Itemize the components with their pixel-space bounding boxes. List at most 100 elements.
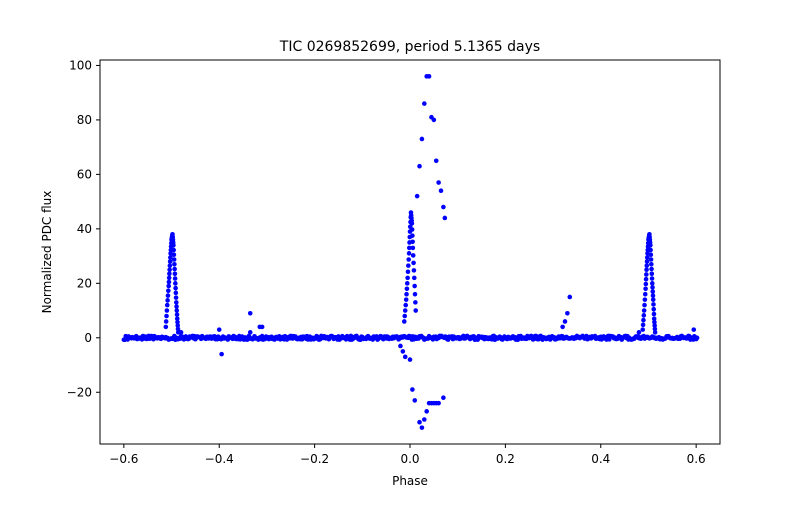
flare-center-point xyxy=(410,253,416,258)
flare-right-point xyxy=(649,271,655,277)
y-tick-label: 80 xyxy=(77,113,92,127)
outlier-point xyxy=(398,343,403,349)
outlier-point xyxy=(691,327,697,332)
flare-left-point xyxy=(173,281,178,286)
flare-left-point xyxy=(166,288,171,294)
flare-left-point xyxy=(172,276,178,281)
flare-center-point xyxy=(402,308,408,313)
outlier-point xyxy=(436,400,441,406)
flare-center-point xyxy=(410,233,415,238)
flare-left-point xyxy=(173,290,179,296)
outlier-point xyxy=(438,188,444,194)
flare-center-point xyxy=(413,300,418,305)
outlier-point xyxy=(562,319,568,324)
outlier-point xyxy=(567,294,573,300)
flare-left-point xyxy=(174,308,180,313)
outlier-point xyxy=(417,419,422,425)
flare-center-point xyxy=(402,313,408,319)
flare-right-point xyxy=(644,259,650,264)
flare-center-point xyxy=(411,268,417,273)
y-tick-label: 40 xyxy=(77,222,92,236)
flare-left-point xyxy=(164,302,170,308)
data-points xyxy=(121,74,700,430)
flare-right-point xyxy=(649,276,655,281)
x-tick-label: 0.2 xyxy=(496,452,515,466)
outlier-point xyxy=(247,330,253,335)
flare-center-point xyxy=(409,227,415,232)
flare-left-point xyxy=(172,261,177,267)
flare-left-point xyxy=(171,257,177,262)
flare-left-point xyxy=(173,285,178,291)
flare-left-point xyxy=(174,312,180,317)
flare-center-point xyxy=(411,275,417,281)
flare-left-point xyxy=(175,326,181,332)
x-tick-label: −0.2 xyxy=(300,452,329,466)
flare-center-point xyxy=(412,291,418,297)
flare-right-point xyxy=(649,261,654,267)
outlier-point xyxy=(178,330,184,335)
flare-center-point xyxy=(404,286,410,292)
flare-center-point xyxy=(411,260,416,266)
flare-right-point xyxy=(652,319,657,325)
outlier-point xyxy=(442,215,448,221)
flare-right-point xyxy=(648,252,654,258)
flare-center-point xyxy=(406,251,412,256)
outlier-point xyxy=(424,409,429,414)
flare-center-point xyxy=(405,269,411,275)
flare-left-point xyxy=(167,259,173,264)
flare-right-point xyxy=(641,317,646,323)
flare-right-point xyxy=(642,297,648,302)
flare-right-point xyxy=(640,327,646,332)
flare-left-point xyxy=(175,323,181,328)
outlier-point xyxy=(247,310,253,316)
outlier-point xyxy=(219,351,224,357)
flare-right-point xyxy=(644,272,649,277)
flare-center-point xyxy=(406,257,411,262)
y-tick-label: 60 xyxy=(77,167,92,181)
flare-right-point xyxy=(641,308,647,313)
outlier-point xyxy=(422,101,427,106)
flare-left-point xyxy=(166,275,172,281)
outlier-point xyxy=(402,354,408,360)
flare-right-point xyxy=(643,281,649,287)
outlier-point xyxy=(441,204,446,210)
flare-right-point xyxy=(640,322,646,328)
flare-right-point xyxy=(643,286,648,292)
flare-right-point xyxy=(650,293,656,298)
x-tick-label: 0.6 xyxy=(687,452,706,466)
flare-right-point xyxy=(650,297,656,302)
flare-center-point xyxy=(413,308,419,313)
flare-left-point xyxy=(172,266,177,272)
flare-right-point xyxy=(644,263,650,268)
outlier-point xyxy=(412,398,418,403)
x-tick-label: 0.4 xyxy=(591,452,610,466)
flare-right-point xyxy=(648,242,653,248)
y-tick-label: 100 xyxy=(69,58,92,72)
flare-center-point xyxy=(409,221,415,226)
flare-left-point xyxy=(167,267,172,273)
flare-left-point xyxy=(168,255,173,260)
flare-right-point xyxy=(650,285,655,290)
flare-right-point xyxy=(651,316,657,322)
outlier-point xyxy=(441,395,446,401)
flare-left-point xyxy=(165,293,171,298)
flare-right-point xyxy=(644,255,650,260)
flare-left-point xyxy=(175,319,180,325)
flare-right-point xyxy=(652,330,658,335)
flare-left-point xyxy=(167,271,172,277)
flare-right-point xyxy=(652,323,657,328)
outlier-point xyxy=(431,117,437,123)
flare-center-point xyxy=(404,281,410,286)
x-axis-label: Phase xyxy=(392,474,428,488)
flare-center-point xyxy=(410,245,416,251)
y-axis-label: Normalized PDC flux xyxy=(40,191,54,314)
flare-left-point xyxy=(165,298,170,303)
outlier-point xyxy=(426,74,432,79)
flare-right-point xyxy=(652,326,658,332)
outlier-point xyxy=(417,163,422,169)
y-tick-label: −20 xyxy=(67,385,92,399)
outlier-point xyxy=(400,349,406,354)
outlier-point xyxy=(436,180,441,185)
flare-left-point xyxy=(174,316,180,322)
